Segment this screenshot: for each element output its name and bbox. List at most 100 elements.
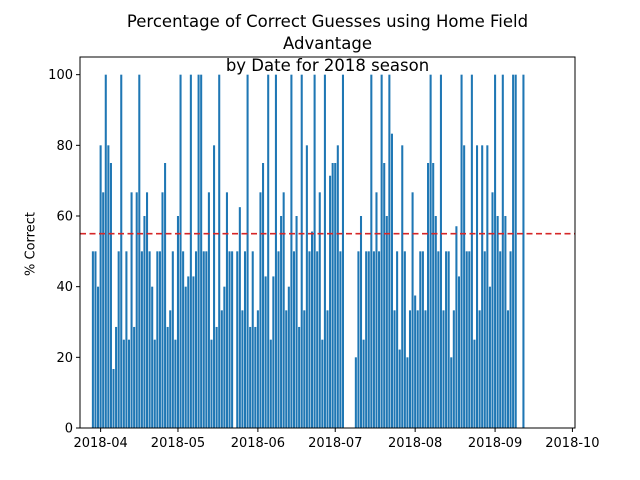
bar — [390, 133, 393, 429]
bar — [133, 326, 136, 428]
bar — [156, 251, 159, 428]
bar — [164, 163, 167, 428]
bar — [419, 251, 422, 428]
bar — [460, 74, 463, 429]
bar — [200, 74, 203, 429]
bar — [378, 251, 381, 428]
bar — [478, 310, 481, 428]
bar — [102, 192, 105, 428]
bar — [138, 74, 141, 429]
bar — [411, 192, 414, 428]
bar — [488, 286, 491, 428]
bar — [365, 251, 368, 428]
bar — [486, 145, 489, 428]
bar-series — [91, 74, 525, 429]
bar — [146, 192, 149, 428]
bar — [223, 286, 226, 428]
bar — [473, 339, 476, 428]
bar — [262, 163, 265, 428]
bar — [463, 145, 466, 428]
bar — [274, 74, 277, 429]
y-axis: 0 20 40 60 80 100 — [48, 68, 80, 437]
bar — [215, 326, 218, 428]
y-tick-label: 20 — [56, 351, 73, 366]
y-tick-label: 100 — [48, 68, 73, 83]
chart-title-line-1: Percentage of Correct Guesses using Home… — [126, 12, 529, 53]
bar — [238, 207, 241, 428]
bar — [151, 286, 154, 428]
bar — [323, 74, 326, 429]
bar — [122, 339, 125, 428]
bar — [91, 251, 94, 428]
bar — [509, 251, 512, 428]
bar — [202, 251, 205, 428]
bar — [179, 74, 182, 429]
bar — [210, 339, 213, 428]
bar — [236, 251, 239, 428]
bar — [243, 251, 247, 428]
bar — [406, 357, 409, 428]
bar — [305, 145, 308, 428]
bar — [331, 163, 334, 428]
bar — [375, 192, 378, 428]
bar — [522, 74, 525, 429]
bar — [169, 310, 172, 428]
bar — [254, 326, 257, 428]
bar — [359, 216, 363, 428]
bar — [251, 251, 254, 428]
bar — [249, 326, 252, 428]
bar — [468, 251, 471, 428]
bar — [125, 251, 128, 428]
bar — [380, 74, 383, 429]
bar — [336, 145, 339, 428]
bar — [97, 286, 100, 428]
bar — [120, 74, 123, 429]
bar — [303, 310, 306, 428]
bar — [220, 310, 223, 428]
bar — [272, 276, 275, 428]
bar — [197, 74, 200, 429]
bar — [282, 192, 285, 428]
x-tick-label: 2018-06 — [231, 436, 285, 451]
bar — [318, 192, 321, 428]
bar — [285, 310, 288, 428]
bar — [329, 175, 332, 428]
bar — [246, 74, 249, 429]
bar — [161, 192, 164, 428]
y-tick-label: 0 — [65, 422, 73, 437]
bar — [483, 251, 486, 428]
bar — [357, 251, 360, 428]
bar — [416, 310, 419, 428]
bar — [280, 216, 283, 428]
bar — [241, 310, 244, 428]
y-tick-label: 80 — [56, 139, 73, 154]
bar — [393, 310, 396, 428]
bar — [496, 216, 499, 428]
bar — [94, 251, 97, 428]
bar — [135, 192, 138, 428]
bar — [427, 163, 430, 428]
bar — [504, 216, 507, 428]
bar — [501, 74, 504, 429]
y-tick-label: 60 — [56, 210, 73, 225]
bar — [264, 276, 267, 428]
x-tick-label: 2018-07 — [308, 436, 362, 451]
bar — [424, 310, 427, 428]
bar — [354, 357, 357, 428]
bar — [187, 276, 190, 428]
bar — [127, 339, 131, 428]
bar — [290, 74, 293, 429]
bar — [140, 251, 143, 428]
x-tick-label: 2018-10 — [545, 436, 599, 451]
bar — [434, 216, 437, 428]
bar — [218, 74, 221, 429]
x-tick-label: 2018-09 — [468, 436, 522, 451]
bar — [362, 339, 365, 428]
bar — [292, 251, 296, 428]
bar — [385, 216, 388, 428]
bar — [445, 251, 448, 428]
bar — [481, 145, 484, 428]
bar — [99, 145, 102, 428]
bar — [205, 251, 208, 428]
